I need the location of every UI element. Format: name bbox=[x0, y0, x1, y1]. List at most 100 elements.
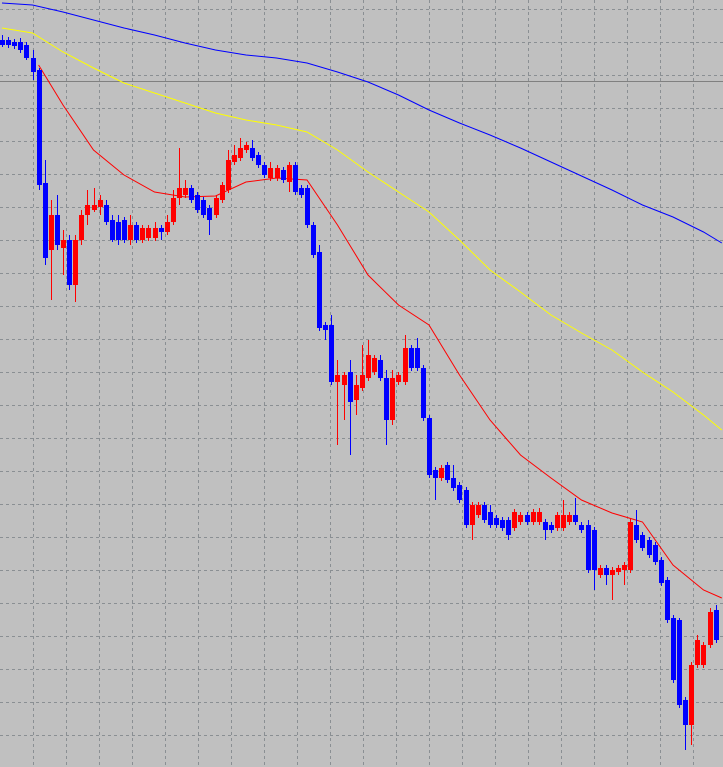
candle-body bbox=[287, 165, 292, 182]
candle-body bbox=[445, 465, 450, 480]
candle-body bbox=[146, 228, 151, 238]
candle-body bbox=[281, 170, 286, 180]
candle-body bbox=[561, 515, 566, 528]
candle-body bbox=[49, 215, 54, 250]
candle-body bbox=[653, 545, 658, 562]
candle-body bbox=[177, 188, 182, 198]
candle-body bbox=[622, 565, 627, 570]
candle-body bbox=[598, 568, 603, 575]
candle-body bbox=[189, 188, 194, 200]
candle-body bbox=[573, 515, 578, 522]
candle-body bbox=[659, 560, 664, 583]
candle-body bbox=[0, 40, 5, 45]
candle-body bbox=[476, 505, 481, 515]
candle-body bbox=[464, 490, 469, 525]
moving-average-line bbox=[1, 2, 723, 244]
candle-body bbox=[250, 148, 255, 158]
moving-average-line bbox=[38, 64, 723, 599]
candle-body bbox=[98, 200, 103, 207]
candle-body bbox=[488, 512, 493, 525]
candle-body bbox=[512, 512, 517, 528]
candle-body bbox=[201, 200, 206, 215]
candle-body bbox=[579, 525, 584, 530]
candle-body bbox=[592, 530, 597, 570]
candle-body bbox=[567, 515, 572, 522]
candle-body bbox=[415, 348, 420, 368]
candle-body bbox=[171, 198, 176, 222]
candle-body bbox=[153, 228, 158, 238]
candle-body bbox=[134, 225, 139, 240]
candle-body bbox=[195, 195, 200, 210]
candle-body bbox=[12, 42, 17, 46]
candle-body bbox=[604, 568, 609, 575]
candle-body bbox=[232, 155, 237, 162]
candle-body bbox=[317, 252, 322, 328]
candle-body bbox=[537, 512, 542, 522]
candle-body bbox=[390, 378, 395, 420]
candle-body bbox=[427, 418, 432, 475]
candle-body bbox=[384, 378, 389, 420]
candle-body bbox=[354, 385, 359, 400]
candle-body bbox=[18, 42, 23, 50]
candle-body bbox=[31, 58, 36, 72]
candle-body bbox=[677, 620, 682, 705]
candle-body bbox=[409, 348, 414, 368]
candle-body bbox=[457, 485, 462, 500]
candle-body bbox=[238, 148, 243, 158]
candle-body bbox=[67, 240, 72, 285]
candle-body bbox=[73, 240, 78, 285]
candle-body bbox=[305, 188, 310, 225]
moving-average-line bbox=[1, 27, 723, 431]
candle-body bbox=[128, 225, 133, 240]
candle-body bbox=[506, 520, 511, 535]
candle-body bbox=[61, 240, 66, 248]
candle-body bbox=[628, 522, 633, 570]
candle-body bbox=[555, 515, 560, 528]
candle-body bbox=[470, 505, 475, 525]
candle-body bbox=[647, 540, 652, 555]
candle-body bbox=[159, 228, 164, 232]
candle-body bbox=[403, 348, 408, 382]
candle-body bbox=[323, 325, 328, 330]
candle-body bbox=[671, 618, 676, 680]
candle-body bbox=[500, 520, 505, 528]
candle-body bbox=[165, 222, 170, 232]
candle-body bbox=[275, 168, 280, 178]
candle-body bbox=[451, 478, 456, 488]
candle-body bbox=[55, 215, 60, 245]
candle-body bbox=[311, 225, 316, 255]
candle-body bbox=[207, 208, 212, 220]
candle-body bbox=[439, 468, 444, 478]
candle-body bbox=[43, 183, 48, 258]
candle-body bbox=[110, 220, 115, 240]
candle-body bbox=[262, 165, 267, 175]
candle-body bbox=[494, 518, 499, 525]
candle-body bbox=[378, 360, 383, 378]
candle-body bbox=[140, 228, 145, 240]
candle-body bbox=[616, 568, 621, 572]
candle-body bbox=[183, 188, 188, 195]
candle-body bbox=[683, 700, 688, 725]
candle-body bbox=[586, 525, 591, 570]
candle-body bbox=[244, 145, 249, 150]
candle-body bbox=[360, 375, 365, 388]
candle-body bbox=[695, 640, 700, 665]
candle-body bbox=[122, 220, 127, 240]
candle-body bbox=[329, 325, 334, 382]
candle-body bbox=[640, 535, 645, 548]
candle-body bbox=[214, 198, 219, 215]
candle-body bbox=[482, 505, 487, 520]
candle-body bbox=[396, 375, 401, 382]
candle-body bbox=[37, 70, 42, 185]
candle-body bbox=[634, 525, 639, 540]
candle-body bbox=[85, 205, 90, 215]
candle-body bbox=[348, 372, 353, 402]
candle-body bbox=[335, 375, 340, 382]
candle-body bbox=[79, 215, 84, 240]
candle-body bbox=[293, 165, 298, 192]
candle-body bbox=[433, 470, 438, 478]
candle-body bbox=[610, 570, 615, 575]
candle-body bbox=[92, 205, 97, 210]
